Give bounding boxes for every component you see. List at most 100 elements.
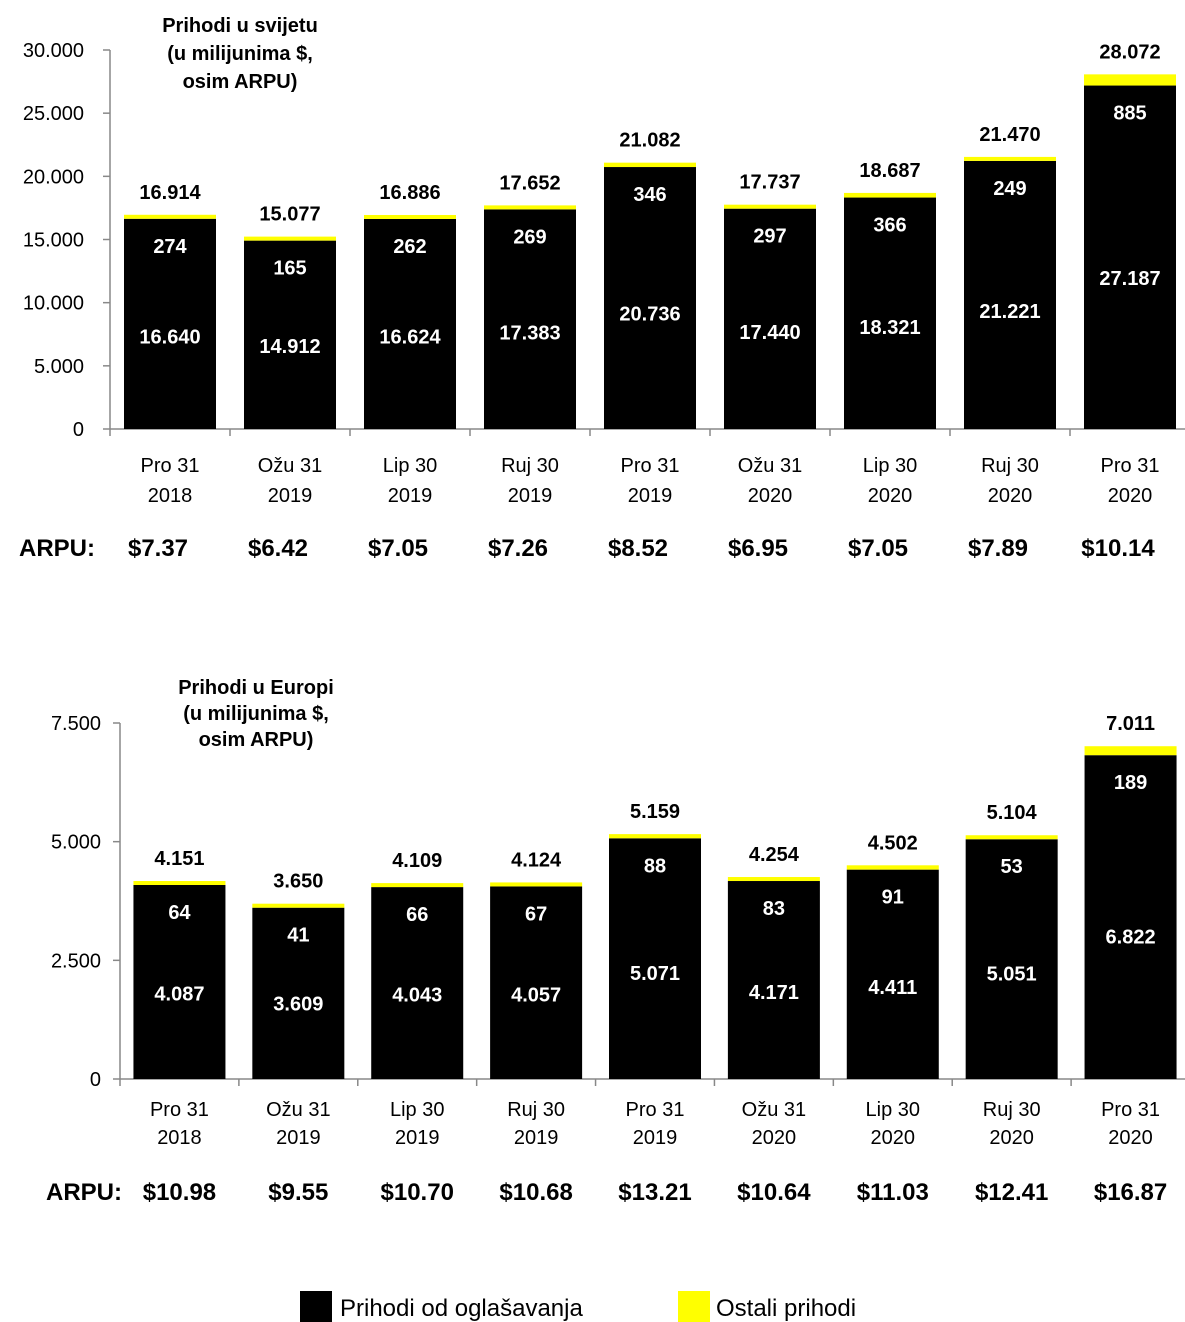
bar-advertising	[244, 240, 336, 429]
data-label-advertising: 4.043	[392, 985, 442, 1007]
bar-other-revenue	[364, 214, 456, 219]
x-tick-label: Pro 31	[1101, 1099, 1160, 1121]
data-label-total: 4.124	[511, 849, 562, 871]
data-label-advertising: 18.321	[859, 317, 920, 339]
x-tick-label: Lip 30	[866, 1099, 921, 1121]
arpu-value: $8.52	[608, 535, 668, 562]
x-tick-label: Ruj 30	[983, 1099, 1041, 1121]
bar-other-revenue	[133, 881, 226, 886]
bar-advertising	[727, 881, 820, 1079]
bar-other-revenue	[609, 834, 701, 839]
x-tick-label: 2019	[633, 1127, 678, 1149]
data-label-other: 53	[1001, 856, 1023, 878]
data-label-other: 165	[273, 258, 306, 280]
x-tick-label: 2018	[148, 485, 193, 507]
legend-label: Prihodi od oglašavanja	[340, 1295, 583, 1322]
x-tick-label: Pro 31	[626, 1099, 685, 1121]
legend-label: Ostali prihodi	[716, 1295, 856, 1322]
data-label-other: 269	[513, 226, 546, 248]
data-label-advertising: 17.440	[739, 322, 800, 344]
data-label-total: 4.109	[392, 850, 442, 872]
legend-swatch	[678, 1291, 710, 1322]
x-tick-label: 2020	[748, 485, 793, 507]
arpu-label: ARPU:	[19, 535, 95, 562]
legend-swatch	[300, 1291, 332, 1322]
bar-other-revenue	[484, 205, 576, 210]
x-tick-label: Lip 30	[383, 455, 438, 477]
arpu-value: $6.95	[728, 535, 788, 562]
y-tick-label: 20.000	[23, 166, 84, 188]
bar-other-revenue	[727, 877, 820, 882]
data-label-advertising: 16.640	[139, 327, 200, 349]
bar-advertising	[133, 885, 226, 1079]
arpu-value: $13.21	[618, 1179, 691, 1206]
data-label-other: 297	[753, 226, 786, 248]
x-tick-label: 2020	[988, 485, 1033, 507]
y-tick-label: 0	[73, 419, 84, 441]
x-tick-label: Pro 31	[150, 1099, 209, 1121]
arpu-value: $7.05	[848, 535, 908, 562]
data-label-other: 274	[153, 236, 187, 258]
data-label-advertising: 17.383	[499, 322, 560, 344]
data-label-total: 15.077	[259, 204, 320, 226]
data-label-advertising: 16.624	[379, 327, 441, 349]
data-label-total: 21.470	[979, 124, 1040, 146]
data-label-advertising: 14.912	[259, 336, 320, 358]
data-label-advertising: 21.221	[979, 301, 1040, 323]
data-label-total: 17.737	[739, 172, 800, 194]
bar-other-revenue	[844, 192, 936, 198]
y-tick-label: 0	[90, 1069, 101, 1091]
y-tick-label: 15.000	[23, 230, 84, 252]
bar-other-revenue	[124, 214, 216, 219]
bar-advertising	[490, 886, 583, 1079]
bar-other-revenue	[252, 903, 345, 908]
bar-advertising	[844, 197, 936, 429]
arpu-value: $7.89	[968, 535, 1028, 562]
data-label-total: 4.151	[154, 848, 204, 870]
bar-advertising	[364, 218, 456, 429]
x-tick-label: Pro 31	[141, 455, 200, 477]
x-tick-label: 2019	[268, 485, 313, 507]
data-label-other: 366	[873, 215, 906, 237]
x-tick-label: Ruj 30	[501, 455, 559, 477]
data-label-other: 262	[393, 236, 426, 258]
y-tick-label: 2.500	[51, 950, 101, 972]
bar-other-revenue	[724, 204, 816, 209]
arpu-value: $7.05	[368, 535, 428, 562]
arpu-value: $6.42	[248, 535, 308, 562]
arpu-value: $9.55	[268, 1179, 328, 1206]
x-tick-label: 2020	[1108, 1127, 1153, 1149]
bar-other-revenue	[371, 883, 464, 888]
data-label-total: 17.652	[499, 172, 560, 194]
bar-advertising	[1084, 755, 1177, 1079]
bar-other-revenue	[965, 835, 1058, 840]
bar-advertising	[124, 218, 216, 429]
x-tick-label: Ožu 31	[258, 455, 322, 477]
data-label-other: 346	[633, 184, 666, 206]
bar-other-revenue	[604, 162, 696, 168]
data-label-other: 249	[993, 178, 1026, 200]
chart-title-line: osim ARPU)	[183, 71, 298, 93]
y-tick-label: 10.000	[23, 293, 84, 315]
chart-title-line: osim ARPU)	[199, 729, 314, 751]
data-label-other: 88	[644, 855, 666, 877]
bar-advertising	[371, 887, 464, 1079]
data-label-total: 3.650	[273, 871, 323, 893]
x-tick-label: 2019	[395, 1127, 440, 1149]
chart-title-line: Prihodi u svijetu	[162, 15, 318, 37]
chart-2: Prihodi u Europi (u milijunima $, osim ARP…	[46, 677, 1185, 1206]
data-label-advertising: 20.736	[619, 304, 680, 326]
data-label-advertising: 4.411	[868, 977, 917, 999]
y-tick-label: 5.000	[34, 356, 84, 378]
bar-advertising	[965, 839, 1058, 1079]
legend: Prihodi od oglašavanja Ostali prihodi	[300, 1291, 856, 1322]
data-label-other: 41	[287, 925, 309, 947]
bar-advertising	[252, 907, 345, 1079]
bar-other-revenue	[490, 882, 583, 887]
x-tick-label: 2019	[276, 1127, 321, 1149]
x-tick-label: Lip 30	[863, 455, 918, 477]
data-label-total: 18.687	[859, 160, 920, 182]
bar-advertising	[1084, 85, 1176, 429]
x-tick-label: Ruj 30	[981, 455, 1039, 477]
